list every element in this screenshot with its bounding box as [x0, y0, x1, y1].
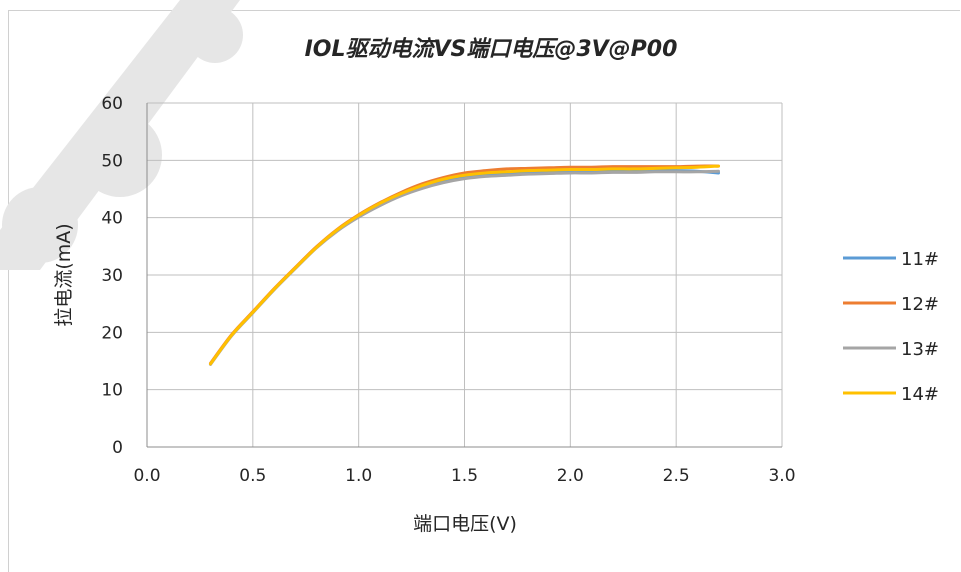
legend: 11# 12# 13# 14#: [843, 249, 939, 405]
y-tick-label: 60: [101, 94, 123, 114]
x-tick-label: 1.5: [451, 466, 478, 486]
series-line-14: [209, 164, 720, 366]
legend-label: 14#: [901, 384, 939, 405]
y-tick-label: 30: [101, 266, 123, 286]
tick-labels: 0 10 20 30 40 50 60 0.0 0.5 1.0 1.5 2.0 2.5 3.0: [101, 94, 795, 486]
x-tick-label: 2.5: [663, 466, 690, 486]
legend-label: 11#: [901, 249, 939, 270]
x-tick-label: 3.0: [768, 466, 795, 486]
x-tick-label: 1.0: [345, 466, 372, 486]
series-lines: [209, 164, 720, 366]
x-tick-label: 0.5: [239, 466, 266, 486]
axes: [146, 103, 782, 448]
x-tick-label: 0.0: [133, 466, 160, 486]
x-tick-label: 2.0: [557, 466, 584, 486]
y-tick-label: 40: [101, 209, 123, 229]
y-tick-label: 0: [112, 438, 123, 458]
x-axis-label: 端口电压(V): [413, 513, 517, 535]
y-tick-label: 20: [101, 323, 123, 343]
y-axis-label: 拉电流(mA): [53, 223, 75, 326]
legend-label: 12#: [901, 294, 939, 315]
plot-grid: [147, 102, 783, 447]
chart-frame: [8, 10, 960, 572]
chart-title: IOL驱动电流VS端口电压@3V@P00: [305, 37, 678, 62]
y-tick-label: 50: [101, 151, 123, 171]
legend-label: 13#: [901, 339, 939, 360]
y-tick-label: 10: [101, 381, 123, 401]
watermark-logo: [0, 0, 243, 270]
